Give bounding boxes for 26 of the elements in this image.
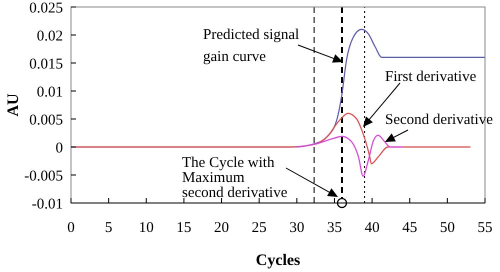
- y-tick-label: 0.025: [29, 0, 63, 16]
- annotation: The Cycle with Maximum second derivative: [182, 155, 288, 201]
- x-tick-label: 55: [478, 220, 492, 236]
- y-tick-label: 0.02: [36, 28, 63, 44]
- x-axis-title: Cycles: [256, 252, 300, 269]
- x-tick-label: 25: [252, 220, 267, 236]
- x-tick-label: 0: [67, 220, 75, 236]
- y-tick-label: 0.005: [29, 112, 63, 128]
- x-tick-label: 15: [176, 220, 192, 236]
- x-tick-label: 40: [364, 220, 380, 236]
- x-tick-label: 50: [440, 220, 455, 236]
- y-tick-label: 0: [56, 140, 63, 156]
- annotation: Second derivative: [385, 112, 494, 128]
- x-tick-label: 45: [402, 220, 418, 236]
- x-tick-label: 10: [138, 220, 154, 236]
- y-tick-label: -0.005: [24, 168, 63, 184]
- x-tick-label: 30: [289, 220, 304, 236]
- y-tick-label: 0.01: [36, 84, 63, 100]
- x-tick-label: 20: [214, 220, 230, 236]
- y-tick-label: 0.015: [29, 56, 63, 72]
- y-axis-title: AU: [5, 93, 22, 117]
- y-tick-label: -0.01: [32, 196, 63, 212]
- x-tick-label: 5: [104, 220, 112, 236]
- annotation: Predicted signal gain curve: [203, 27, 300, 65]
- x-tick-label: 35: [326, 220, 342, 236]
- annotation: First derivative: [385, 69, 477, 85]
